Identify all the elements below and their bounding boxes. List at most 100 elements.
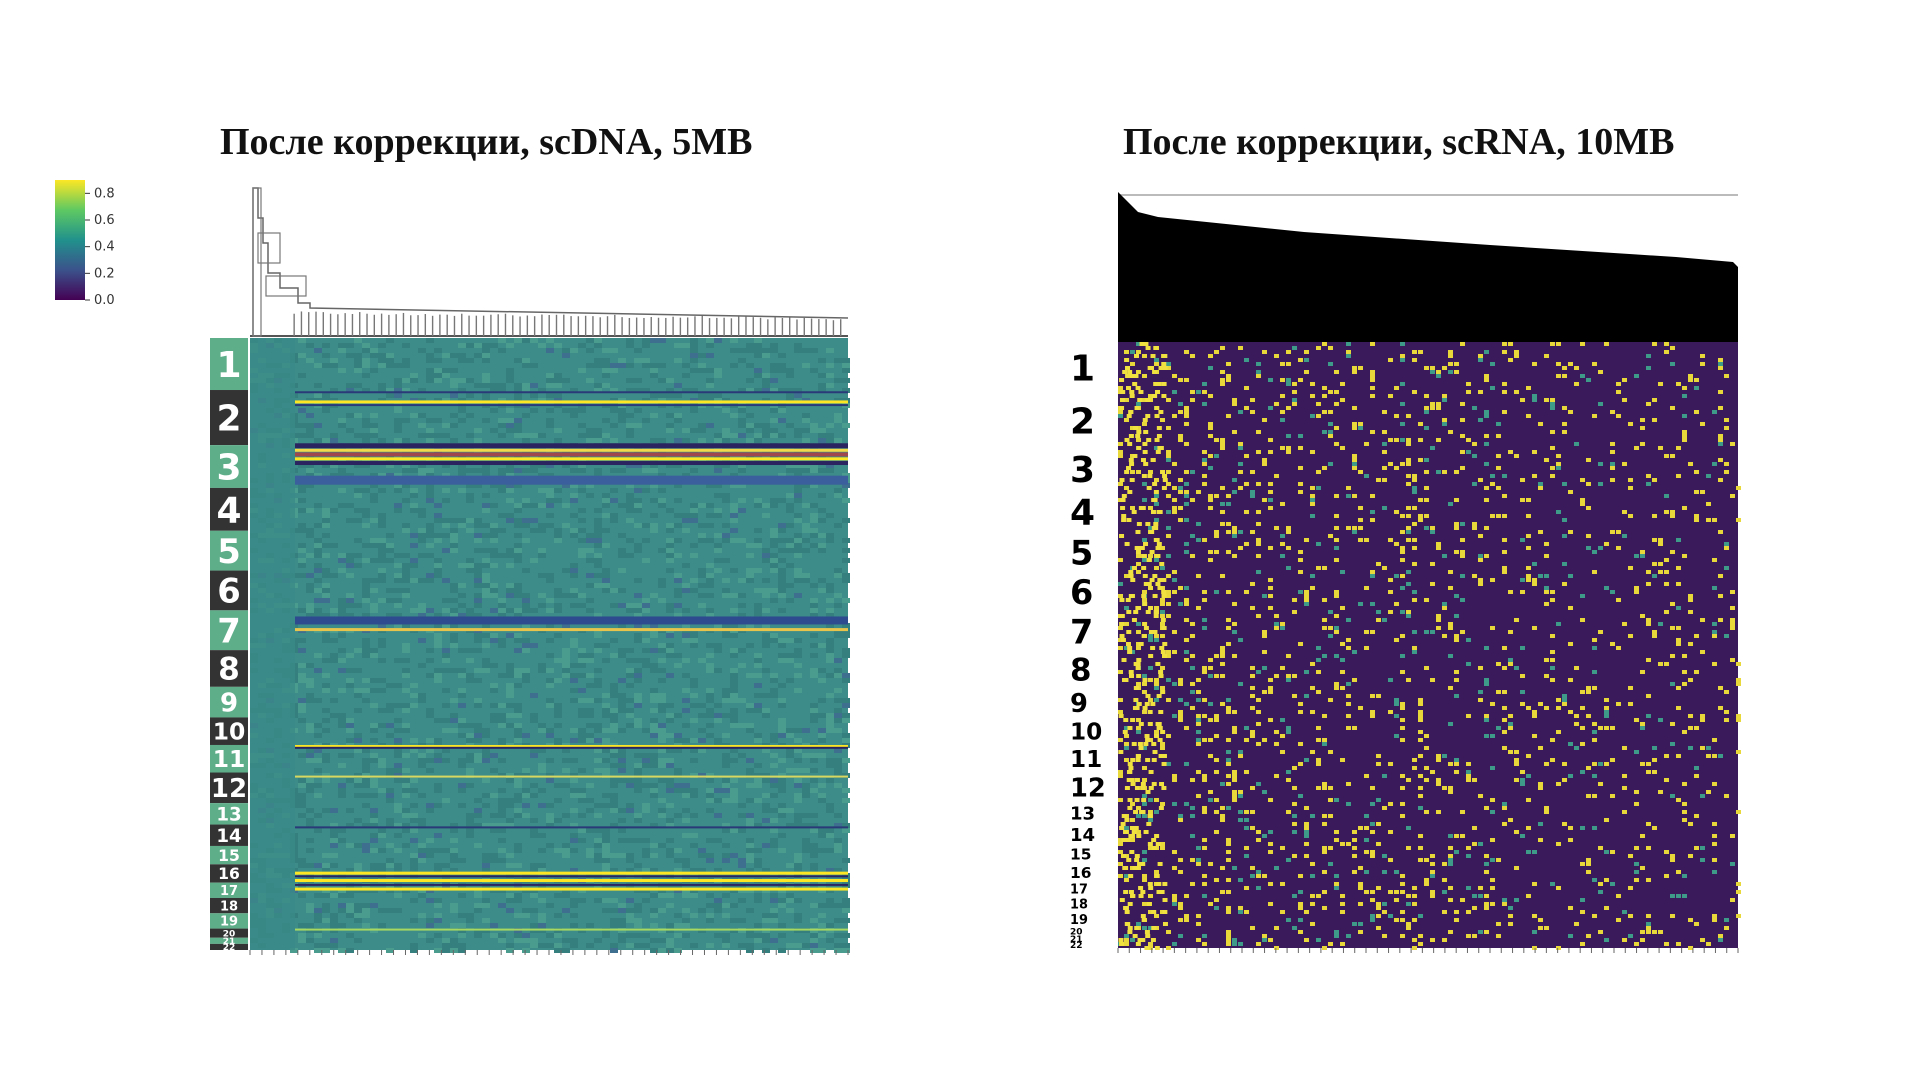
- right-heatmap-cell: [1238, 638, 1243, 642]
- left-heatmap-cell: [770, 498, 778, 503]
- left-heatmap-cell: [346, 678, 354, 683]
- right-heatmap-cell: [1556, 362, 1561, 366]
- right-heatmap-cell: [1244, 726, 1249, 730]
- left-heatmap-cell: [770, 563, 778, 568]
- left-heatmap-cell: [426, 898, 434, 903]
- right-heatmap-cell: [1460, 554, 1465, 558]
- left-heatmap-cell: [506, 948, 514, 953]
- left-heatmap-cell: [354, 538, 362, 543]
- right-heatmap-cell: [1382, 478, 1387, 482]
- right-heatmap-cell: [1712, 586, 1717, 590]
- left-heatmap-cell: [450, 903, 458, 908]
- left-heatmap-cell: [810, 543, 818, 548]
- left-heatmap-cell: [546, 818, 554, 823]
- right-heatmap-cell: [1550, 446, 1555, 450]
- left-heatmap-cell: [394, 458, 402, 463]
- left-heatmap-cell: [402, 468, 410, 473]
- left-heatmap-cell: [506, 673, 514, 678]
- right-heatmap-cell: [1190, 682, 1195, 686]
- left-heatmap-cell: [482, 583, 490, 588]
- left-heatmap-cell: [370, 518, 378, 523]
- left-heatmap-cell: [610, 948, 618, 953]
- left-heatmap-cell: [690, 468, 698, 473]
- left-heatmap-cell: [378, 548, 386, 553]
- left-heatmap-cell: [466, 558, 474, 563]
- left-heatmap-cell: [546, 698, 554, 703]
- left-heatmap-cell: [714, 558, 722, 563]
- left-heatmap-cell: [362, 678, 370, 683]
- left-heatmap-cell: [410, 898, 418, 903]
- left-heatmap-cell: [570, 348, 578, 353]
- left-heatmap-cell: [506, 468, 514, 473]
- left-heatmap-cell: [434, 638, 442, 643]
- left-heatmap-cell: [514, 793, 522, 798]
- left-heatmap-cell: [770, 893, 778, 898]
- left-heatmap-cell: [746, 378, 754, 383]
- left-heatmap-cell: [314, 383, 322, 388]
- left-heatmap-cell: [514, 558, 522, 563]
- left-heatmap-cell: [354, 463, 362, 468]
- right-heatmap-cell: [1202, 390, 1207, 394]
- left-heatmap-cell: [746, 948, 754, 953]
- left-heatmap-cell: [450, 383, 458, 388]
- left-heatmap-cell: [394, 378, 402, 383]
- left-heatmap-cell: [426, 648, 434, 653]
- left-heatmap-cell: [378, 763, 386, 768]
- left-heatmap-cell: [770, 543, 778, 548]
- left-heatmap-cell: [394, 748, 402, 753]
- left-heatmap-cell: [842, 858, 850, 863]
- left-heatmap-cell: [546, 493, 554, 498]
- left-heatmap-cell: [330, 363, 338, 368]
- left-heatmap-cell: [730, 683, 738, 688]
- left-heatmap-cell: [778, 583, 786, 588]
- left-heatmap-cell: [354, 708, 362, 713]
- right-heatmap-cell: [1682, 506, 1687, 510]
- right-heatmap-cell: [1148, 678, 1153, 682]
- left-heatmap-cell: [570, 593, 578, 598]
- left-heatmap-cell: [762, 868, 770, 873]
- left-heatmap-cell: [442, 598, 450, 603]
- left-heatmap-cell: [370, 578, 378, 583]
- left-heatmap-cell: [354, 913, 362, 918]
- right-heatmap-cell: [1718, 406, 1723, 410]
- left-heatmap-cell: [586, 723, 594, 728]
- left-heatmap-cell: [610, 728, 618, 733]
- right-heatmap-cell: [1322, 618, 1327, 622]
- right-heatmap-cell: [1658, 622, 1663, 626]
- right-heatmap-cell: [1280, 622, 1285, 626]
- left-heatmap-cell: [498, 528, 506, 533]
- right-heatmap-cell: [1514, 454, 1519, 458]
- left-heatmap-cell: [706, 698, 714, 703]
- left-heatmap-cell: [594, 758, 602, 763]
- right-heatmap-cell: [1172, 578, 1177, 582]
- left-heatmap-cell: [770, 528, 778, 533]
- left-heatmap-cell: [674, 748, 682, 753]
- left-heatmap-cell: [754, 708, 762, 713]
- right-heatmap-cell: [1148, 394, 1153, 398]
- left-heatmap-cell: [626, 658, 634, 663]
- left-heatmap-cell: [730, 483, 738, 488]
- left-label-box: [210, 686, 248, 718]
- left-heatmap-cell: [402, 593, 410, 598]
- left-heatmap-cell: [738, 648, 746, 653]
- left-heatmap-cell: [706, 778, 714, 783]
- left-heatmap-cell: [570, 573, 578, 578]
- left-heatmap-cell: [330, 608, 338, 613]
- right-heatmap-cell: [1520, 590, 1525, 594]
- left-heatmap-cell: [642, 523, 650, 528]
- right-heatmap-cell: [1352, 426, 1357, 430]
- left-heatmap-cell: [506, 563, 514, 568]
- left-heatmap-cell: [842, 703, 850, 708]
- left-heatmap-stripe: [295, 452, 848, 457]
- left-heatmap-cell: [514, 533, 522, 538]
- right-heatmap-cell: [1418, 718, 1423, 722]
- right-heatmap-cell: [1166, 458, 1171, 462]
- left-heatmap-cell: [762, 713, 770, 718]
- right-heatmap-cell: [1286, 654, 1291, 658]
- left-heatmap-cell: [378, 513, 386, 518]
- left-heatmap-cell: [378, 833, 386, 838]
- right-heatmap-cell: [1352, 466, 1357, 470]
- left-heatmap-cell: [738, 603, 746, 608]
- left-heatmap-cell: [754, 538, 762, 543]
- right-heatmap-cell: [1460, 450, 1465, 454]
